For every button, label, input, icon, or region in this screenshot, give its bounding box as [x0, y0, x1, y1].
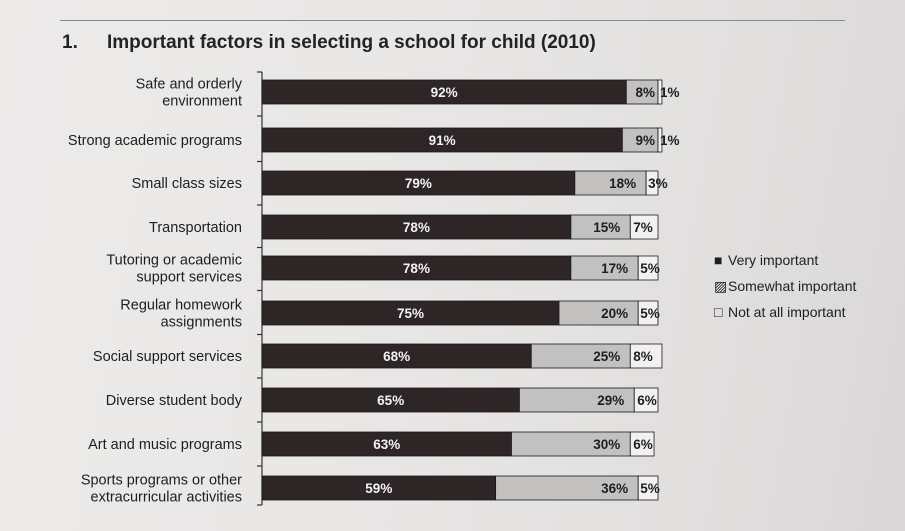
bar-not-important [645, 170, 659, 196]
bar-very-important [261, 255, 572, 281]
label-somewhat-important: 8% [635, 85, 655, 100]
label-very-important: 59% [365, 481, 392, 496]
title-number: 1. [62, 32, 78, 53]
label-somewhat-important: 29% [597, 393, 624, 408]
category-label: Transportation [149, 220, 242, 236]
bar-not-important [637, 255, 659, 281]
label-not-important: 8% [633, 349, 653, 364]
category-label: Tutoring or academic support services [106, 253, 242, 286]
legend-marker-2: □ [714, 304, 723, 320]
bar-very-important [261, 343, 532, 369]
chart-legend: ■ Very important▨ Somewhat important □ Not a… [714, 252, 857, 320]
top-rule [60, 20, 845, 21]
bar-not-important [637, 475, 659, 501]
label-very-important: 78% [403, 261, 430, 276]
category-label: Small class sizes [132, 176, 242, 192]
bar-not-important [657, 127, 663, 153]
label-very-important: 63% [373, 437, 400, 452]
category-label: Social support services [93, 349, 242, 365]
label-somewhat-important: 30% [593, 437, 620, 452]
bar-not-important [657, 79, 663, 105]
label-not-important: 3% [648, 176, 668, 191]
bar-not-important [629, 214, 659, 240]
legend-marker-1: ▨ [714, 278, 727, 294]
label-somewhat-important: 17% [601, 261, 628, 276]
category-label: Regular homework assignments [120, 298, 242, 331]
bar-very-important [261, 127, 623, 153]
label-very-important: 79% [405, 176, 432, 191]
label-very-important: 91% [429, 133, 456, 148]
chart-axis [257, 71, 263, 506]
bar-not-important [629, 343, 663, 369]
bar-not-important [633, 387, 659, 413]
category-label: Safe and orderly environment [136, 77, 243, 110]
label-somewhat-important: 15% [593, 220, 620, 235]
label-somewhat-important: 25% [593, 349, 620, 364]
label-not-important: 1% [660, 85, 680, 100]
bar-very-important [261, 431, 512, 457]
category-label: Sports programs or other extracurricular … [81, 473, 242, 506]
label-somewhat-important: 18% [609, 176, 636, 191]
chart-title-text: Important factors in selecting a school … [107, 32, 596, 53]
legend-label-1: Somewhat important [728, 278, 857, 294]
label-not-important: 6% [637, 393, 657, 408]
label-not-important: 5% [640, 306, 660, 321]
label-not-important: 6% [633, 437, 653, 452]
bar-very-important [261, 79, 627, 105]
label-not-important: 7% [633, 220, 653, 235]
label-very-important: 78% [403, 220, 430, 235]
legend-label-0: Very important [728, 252, 818, 268]
label-very-important: 75% [397, 306, 424, 321]
chart-bars: 92% 8% 1% 91% 9% 1% 79% 18% 3% 78% 15% 7% 78% 17% 5% 75… [261, 79, 680, 501]
bar-somewhat-important [495, 475, 639, 501]
label-very-important: 92% [431, 85, 458, 100]
label-very-important: 68% [383, 349, 410, 364]
legend-label-2: Not at all important [728, 304, 846, 320]
label-somewhat-important: 36% [601, 481, 628, 496]
bar-not-important [629, 431, 655, 457]
category-label: Diverse student body [106, 393, 243, 409]
bar-somewhat-important [511, 431, 631, 457]
label-somewhat-important: 20% [601, 306, 628, 321]
category-labels: Safe and orderly environment Strong academ… [68, 77, 243, 506]
label-somewhat-important: 9% [635, 133, 655, 148]
label-not-important: 5% [640, 481, 660, 496]
label-not-important: 1% [660, 133, 680, 148]
category-label: Strong academic programs [68, 133, 242, 149]
legend-marker-0: ■ [714, 252, 722, 268]
bar-very-important [261, 387, 520, 413]
label-very-important: 65% [377, 393, 404, 408]
bar-somewhat-important [558, 300, 639, 326]
bar-not-important [637, 300, 659, 326]
label-not-important: 5% [640, 261, 660, 276]
bar-somewhat-important [570, 214, 631, 240]
category-label: Art and music programs [88, 437, 242, 453]
chart-title: 1. Important factors in selecting a schoo… [62, 32, 596, 53]
bar-very-important [261, 300, 560, 326]
